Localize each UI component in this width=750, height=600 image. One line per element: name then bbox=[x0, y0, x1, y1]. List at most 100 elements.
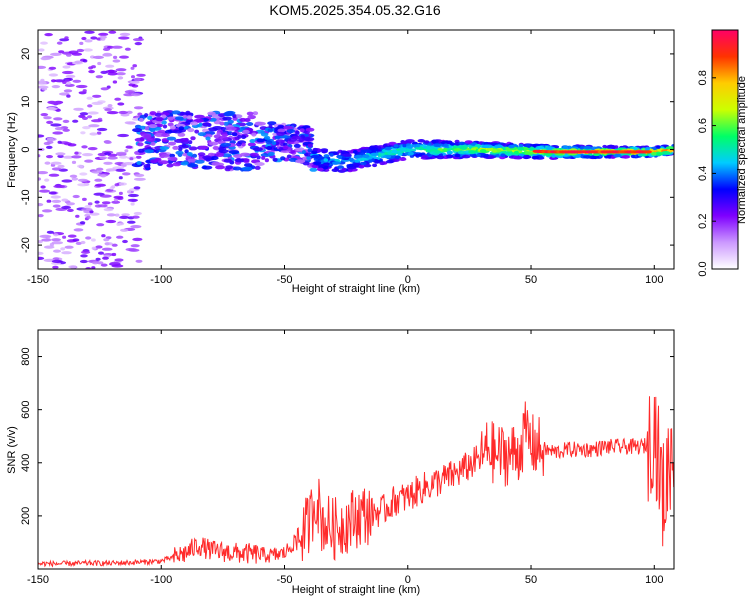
spectrogram-cell bbox=[50, 123, 62, 127]
spectrogram-cell bbox=[256, 138, 265, 143]
spectrogram-cell bbox=[415, 143, 421, 148]
spectrogram-cell bbox=[122, 172, 131, 176]
spectrogram-cell bbox=[118, 191, 123, 195]
colorbar-ticks: 0.0 0.2 0.4 0.6 0.8 bbox=[697, 70, 716, 277]
spectrogram-cell bbox=[264, 158, 269, 163]
spectrogram-cell bbox=[184, 149, 189, 154]
spectrogram-cell bbox=[86, 96, 93, 100]
spectrogram-cell bbox=[241, 142, 246, 147]
spectrogram-cell bbox=[41, 209, 53, 213]
spectrogram-cell bbox=[307, 148, 313, 153]
spectrogram-cell bbox=[105, 219, 117, 224]
spectrogram-cell bbox=[41, 238, 52, 242]
spectrogram-cell bbox=[267, 121, 277, 126]
spectrogram-cell bbox=[38, 134, 45, 138]
spectrogram-cell bbox=[260, 132, 269, 137]
spectrogram-cell bbox=[134, 173, 145, 177]
spectrogram-cell bbox=[40, 185, 46, 189]
spectrogram-cell bbox=[407, 151, 414, 156]
spectrogram-cell bbox=[89, 132, 98, 136]
spectrogram-cell bbox=[96, 261, 104, 265]
x-tick-label: 100 bbox=[645, 574, 663, 586]
spectrogram-cell bbox=[95, 257, 101, 261]
colorbar-tick-label: 0.6 bbox=[697, 118, 709, 133]
spectrogram-cell bbox=[143, 164, 151, 168]
spectrogram-x-label: Height of straight line (km) bbox=[292, 283, 420, 295]
spectrogram-cell bbox=[120, 228, 129, 232]
spectrogram-cell bbox=[175, 150, 184, 155]
spectrogram-cell bbox=[105, 69, 118, 74]
spectrogram-cell bbox=[528, 147, 536, 151]
spectrogram-cell bbox=[154, 157, 162, 162]
spectrogram-cell bbox=[131, 215, 140, 219]
spectrogram-cell bbox=[172, 162, 182, 167]
spectrogram-cell bbox=[111, 185, 116, 189]
spectrogram-cell bbox=[368, 146, 377, 150]
spectrogram-cell bbox=[124, 149, 129, 153]
spectrogram-cell bbox=[125, 145, 133, 149]
spectrogram-cell bbox=[64, 83, 75, 87]
colorbar-tick-label: 0.4 bbox=[697, 166, 709, 181]
x-tick-label: 100 bbox=[645, 274, 663, 286]
spectrogram-cell bbox=[130, 66, 135, 70]
spectrogram-cell bbox=[232, 166, 242, 171]
y-tick-label: 200 bbox=[20, 507, 32, 525]
spectrogram-cell bbox=[80, 240, 86, 245]
spectrogram-cell bbox=[94, 178, 103, 182]
spectrogram-cell bbox=[91, 266, 96, 269]
spectrogram-cell bbox=[52, 265, 59, 269]
spectrogram-cell bbox=[650, 152, 657, 156]
spectrogram-cell bbox=[115, 68, 127, 72]
spectrogram-cell bbox=[113, 198, 119, 202]
spectrogram-cell bbox=[293, 143, 301, 148]
spectrogram-cell bbox=[105, 64, 115, 68]
spectrogram-cell bbox=[212, 145, 220, 150]
spectrogram-cell bbox=[301, 150, 306, 155]
spectrogram-cell bbox=[161, 133, 170, 138]
spectrogram-cell bbox=[73, 228, 84, 232]
spectrogram-cell bbox=[464, 140, 473, 144]
x-tick-label: 0 bbox=[405, 574, 411, 586]
spectrogram-cell bbox=[252, 147, 263, 152]
spectrogram-cell bbox=[74, 151, 79, 155]
spectrogram-cell bbox=[208, 141, 219, 146]
snr-y-axis: 200 400 600 800 bbox=[20, 347, 674, 525]
spectrogram-cell bbox=[72, 79, 82, 83]
spectrogram-cell bbox=[114, 213, 120, 217]
spectrogram-cell bbox=[89, 212, 100, 216]
spectrogram-cell bbox=[337, 155, 343, 160]
spectrogram-cell bbox=[139, 136, 145, 141]
y-tick-label: 800 bbox=[20, 347, 32, 365]
spectrogram-cell bbox=[494, 144, 503, 149]
spectrogram-cell bbox=[52, 131, 64, 135]
spectrogram-cell bbox=[38, 189, 51, 193]
spectrogram-cell bbox=[112, 59, 121, 63]
spectrogram-cell bbox=[446, 150, 453, 155]
spectrogram-cell bbox=[272, 157, 278, 162]
spectrogram-cell bbox=[107, 156, 118, 160]
snr-line bbox=[38, 396, 674, 568]
spectrogram-cell bbox=[133, 186, 141, 190]
spectrogram-cell bbox=[103, 52, 112, 56]
spectrogram-cell bbox=[69, 174, 78, 178]
spectrogram-cell bbox=[186, 152, 193, 156]
spectrogram-cell bbox=[348, 163, 354, 168]
spectrogram-cell bbox=[190, 136, 196, 141]
spectrogram-cell bbox=[436, 155, 445, 160]
spectrogram-cell bbox=[62, 128, 70, 132]
spectrogram-cell bbox=[562, 145, 569, 150]
colorbar-tick-label: 0.0 bbox=[697, 261, 709, 276]
spectrogram-cell bbox=[121, 213, 130, 217]
spectrogram-cell bbox=[51, 238, 61, 242]
spectrogram-cell bbox=[88, 70, 95, 74]
spectrogram-cell bbox=[446, 154, 454, 159]
spectrogram-cell bbox=[51, 79, 56, 83]
spectrogram-cell bbox=[71, 160, 77, 164]
spectrogram-cell bbox=[75, 214, 80, 218]
spectrogram-cell bbox=[155, 117, 164, 122]
spectrogram-cell bbox=[111, 264, 124, 268]
spectrogram-cell bbox=[177, 132, 186, 137]
spectrogram-cell bbox=[40, 113, 49, 117]
spectrogram-cell bbox=[460, 146, 468, 150]
spectrogram-cell bbox=[120, 113, 130, 117]
